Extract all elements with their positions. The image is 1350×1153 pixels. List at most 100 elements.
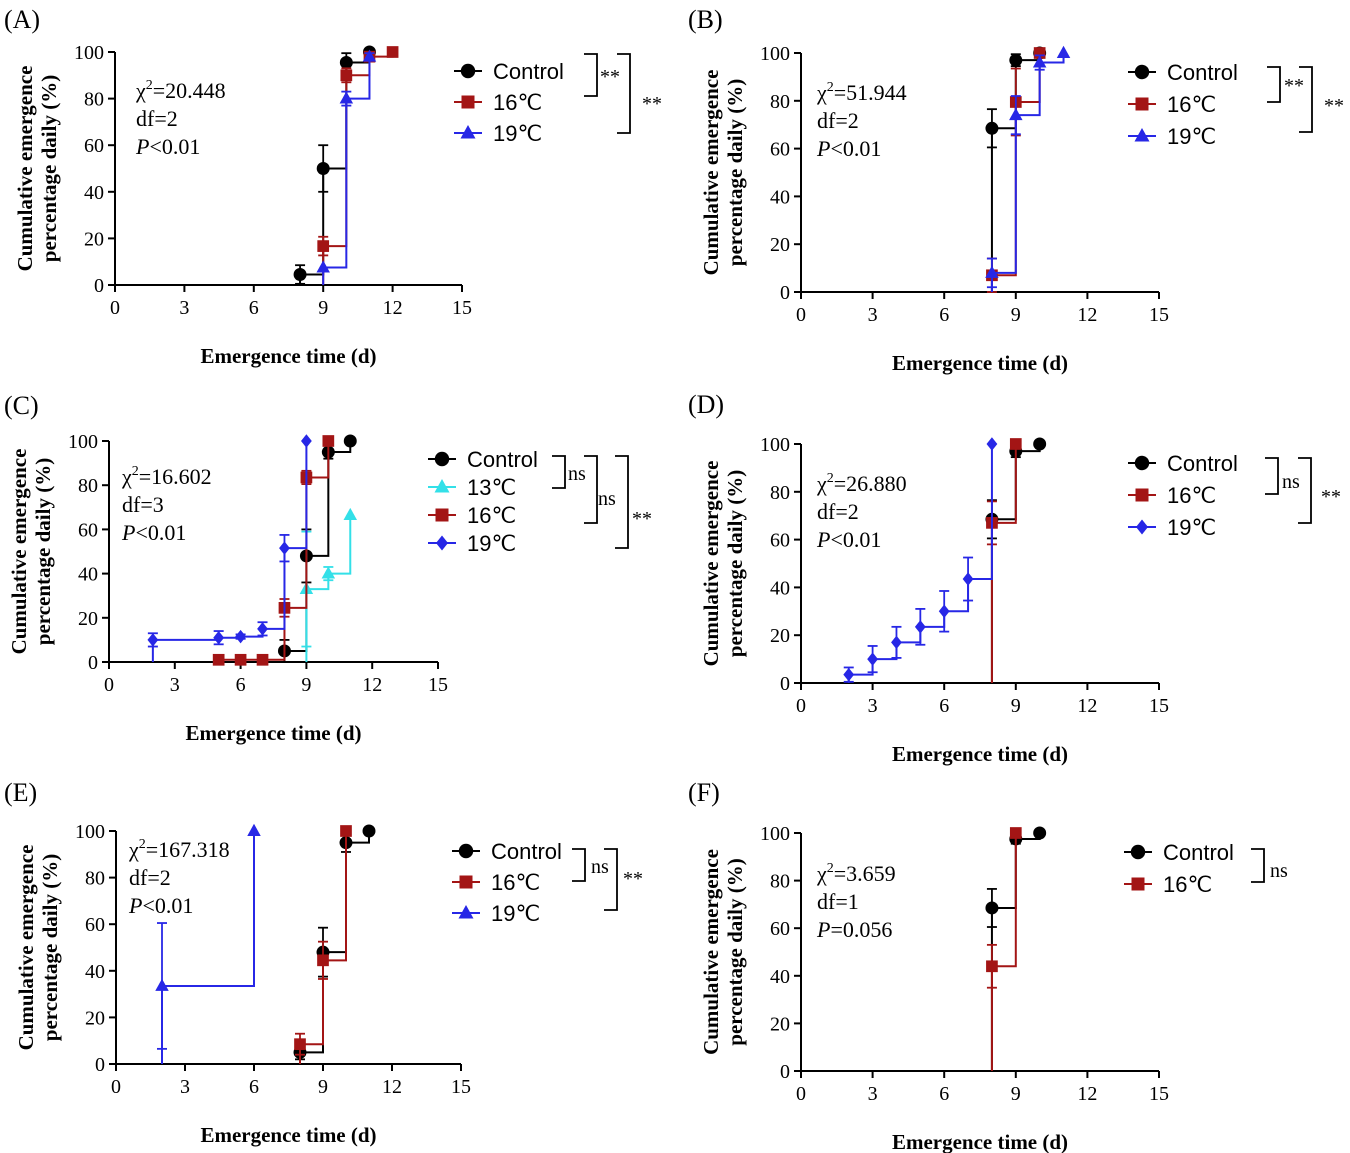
data-point bbox=[279, 541, 290, 555]
p-value: <0.01 bbox=[149, 134, 200, 159]
x-axis-title: Emergence time (d) bbox=[200, 1123, 376, 1147]
x-tick-label: 6 bbox=[236, 674, 246, 696]
data-point bbox=[317, 954, 329, 967]
legend-label: 19℃ bbox=[1167, 515, 1216, 540]
y-tick-label: 0 bbox=[94, 275, 104, 297]
x-tick-label: 6 bbox=[249, 1076, 259, 1098]
y-tick-label: 20 bbox=[770, 234, 790, 256]
p-value-text: P<0.01 bbox=[121, 520, 186, 545]
y-tick-label: 0 bbox=[95, 1054, 105, 1076]
legend-entry: 13℃ bbox=[428, 475, 516, 500]
legend-swatch-marker bbox=[1131, 877, 1145, 891]
x-tick-label: 15 bbox=[1149, 695, 1169, 717]
data-point bbox=[343, 434, 357, 448]
data-point bbox=[985, 901, 999, 915]
series-group bbox=[212, 435, 335, 666]
x-tick-label: 6 bbox=[939, 695, 949, 717]
legend-entry: 16℃ bbox=[1128, 483, 1216, 508]
significance-bracket: ns bbox=[1265, 457, 1300, 495]
y-tick-label: 80 bbox=[84, 89, 104, 111]
y-tick-label: 0 bbox=[780, 282, 790, 304]
y-tick-label: 20 bbox=[770, 1013, 790, 1035]
legend-swatch-marker bbox=[1134, 64, 1150, 80]
y-tick-label: 80 bbox=[770, 871, 790, 893]
chi-superscript: 2 bbox=[132, 464, 139, 479]
bracket-line bbox=[584, 455, 598, 524]
y-tick-label: 20 bbox=[85, 1007, 105, 1029]
data-point bbox=[321, 566, 336, 579]
series-group bbox=[986, 827, 1022, 1071]
chi-value: =26.880 bbox=[834, 471, 907, 496]
panel-label: (E) bbox=[4, 778, 37, 807]
significance-label: ns bbox=[568, 463, 586, 485]
y-tick-label: 40 bbox=[84, 182, 104, 204]
data-point bbox=[1009, 438, 1022, 450]
x-tick-label: 15 bbox=[1149, 304, 1169, 326]
series-group bbox=[316, 49, 377, 285]
series-group bbox=[293, 824, 376, 1064]
stats-annotation: χ2=167.318 df=2 P<0.01 bbox=[128, 837, 230, 918]
significance-bracket: ** bbox=[1267, 66, 1304, 103]
significance-bracket: ** bbox=[1299, 66, 1344, 133]
series-line bbox=[217, 441, 330, 662]
p-symbol: P bbox=[816, 917, 830, 942]
legend-entry: Control bbox=[1128, 60, 1238, 85]
x-tick-label: 9 bbox=[318, 1076, 328, 1098]
data-point bbox=[986, 960, 998, 973]
df-text: df=2 bbox=[129, 865, 171, 890]
stats-annotation: χ2=16.602 df=3 P<0.01 bbox=[121, 464, 212, 545]
y-axis-title: Cumulative emergencepercentage daily (%) bbox=[14, 845, 62, 1051]
y-tick-label: 60 bbox=[770, 139, 790, 161]
y-axis-title: Cumulative emergencepercentage daily (%) bbox=[699, 70, 747, 276]
chart-panel: (F) 0 3 6 9 12 15 0 20 40 60 80 100 Emergence time (d… bbox=[688, 778, 1288, 1153]
legend-label: 16℃ bbox=[467, 503, 516, 528]
bracket-line bbox=[552, 455, 566, 489]
data-point bbox=[962, 572, 974, 586]
x-tick-label: 0 bbox=[796, 695, 806, 717]
y-tick-label: 60 bbox=[84, 135, 104, 157]
y-tick-label: 60 bbox=[85, 914, 105, 936]
chi-square-text: χ2=51.944 bbox=[816, 80, 907, 105]
legend-label: Control bbox=[491, 839, 562, 864]
bracket-line bbox=[572, 848, 586, 882]
legend-label: 19℃ bbox=[467, 531, 516, 556]
legend-swatch-marker bbox=[1134, 455, 1150, 471]
df-text: df=2 bbox=[136, 106, 178, 131]
chi-symbol: χ bbox=[816, 471, 827, 496]
y-axis-title: Cumulative emergencepercentage daily (%) bbox=[13, 66, 61, 272]
x-tick-label: 3 bbox=[868, 304, 878, 326]
p-symbol: P bbox=[135, 134, 149, 159]
series-group bbox=[155, 823, 261, 1064]
data-point bbox=[1056, 45, 1071, 58]
data-point bbox=[1009, 107, 1023, 121]
significance-label: ** bbox=[1284, 75, 1304, 97]
data-point bbox=[362, 824, 376, 838]
p-symbol: P bbox=[816, 136, 830, 161]
series-line bbox=[299, 52, 371, 285]
df-text: df=2 bbox=[817, 499, 859, 524]
p-value-text: P<0.01 bbox=[128, 893, 193, 918]
x-tick-label: 3 bbox=[180, 1076, 190, 1098]
data-point bbox=[1009, 53, 1023, 67]
data-point bbox=[386, 46, 399, 58]
significance-label: ** bbox=[623, 868, 643, 890]
legend-label: Control bbox=[467, 447, 538, 472]
data-point bbox=[235, 629, 246, 644]
bracket-line bbox=[617, 53, 631, 134]
series-line bbox=[299, 831, 370, 1064]
x-tick-label: 12 bbox=[1077, 695, 1097, 717]
legend-entry: Control bbox=[1124, 840, 1234, 865]
data-point bbox=[985, 265, 999, 278]
x-tick-label: 0 bbox=[110, 297, 120, 319]
data-point bbox=[212, 653, 225, 666]
legend-swatch-marker bbox=[1134, 128, 1150, 142]
y-tick-label: 80 bbox=[85, 868, 105, 890]
chi-symbol: χ bbox=[816, 861, 827, 886]
significance-bracket: ** bbox=[584, 53, 620, 97]
data-point bbox=[256, 653, 269, 666]
data-point bbox=[247, 823, 261, 836]
y-tick-label: 0 bbox=[780, 1061, 790, 1083]
data-point bbox=[343, 507, 358, 520]
bracket-line bbox=[615, 455, 629, 549]
